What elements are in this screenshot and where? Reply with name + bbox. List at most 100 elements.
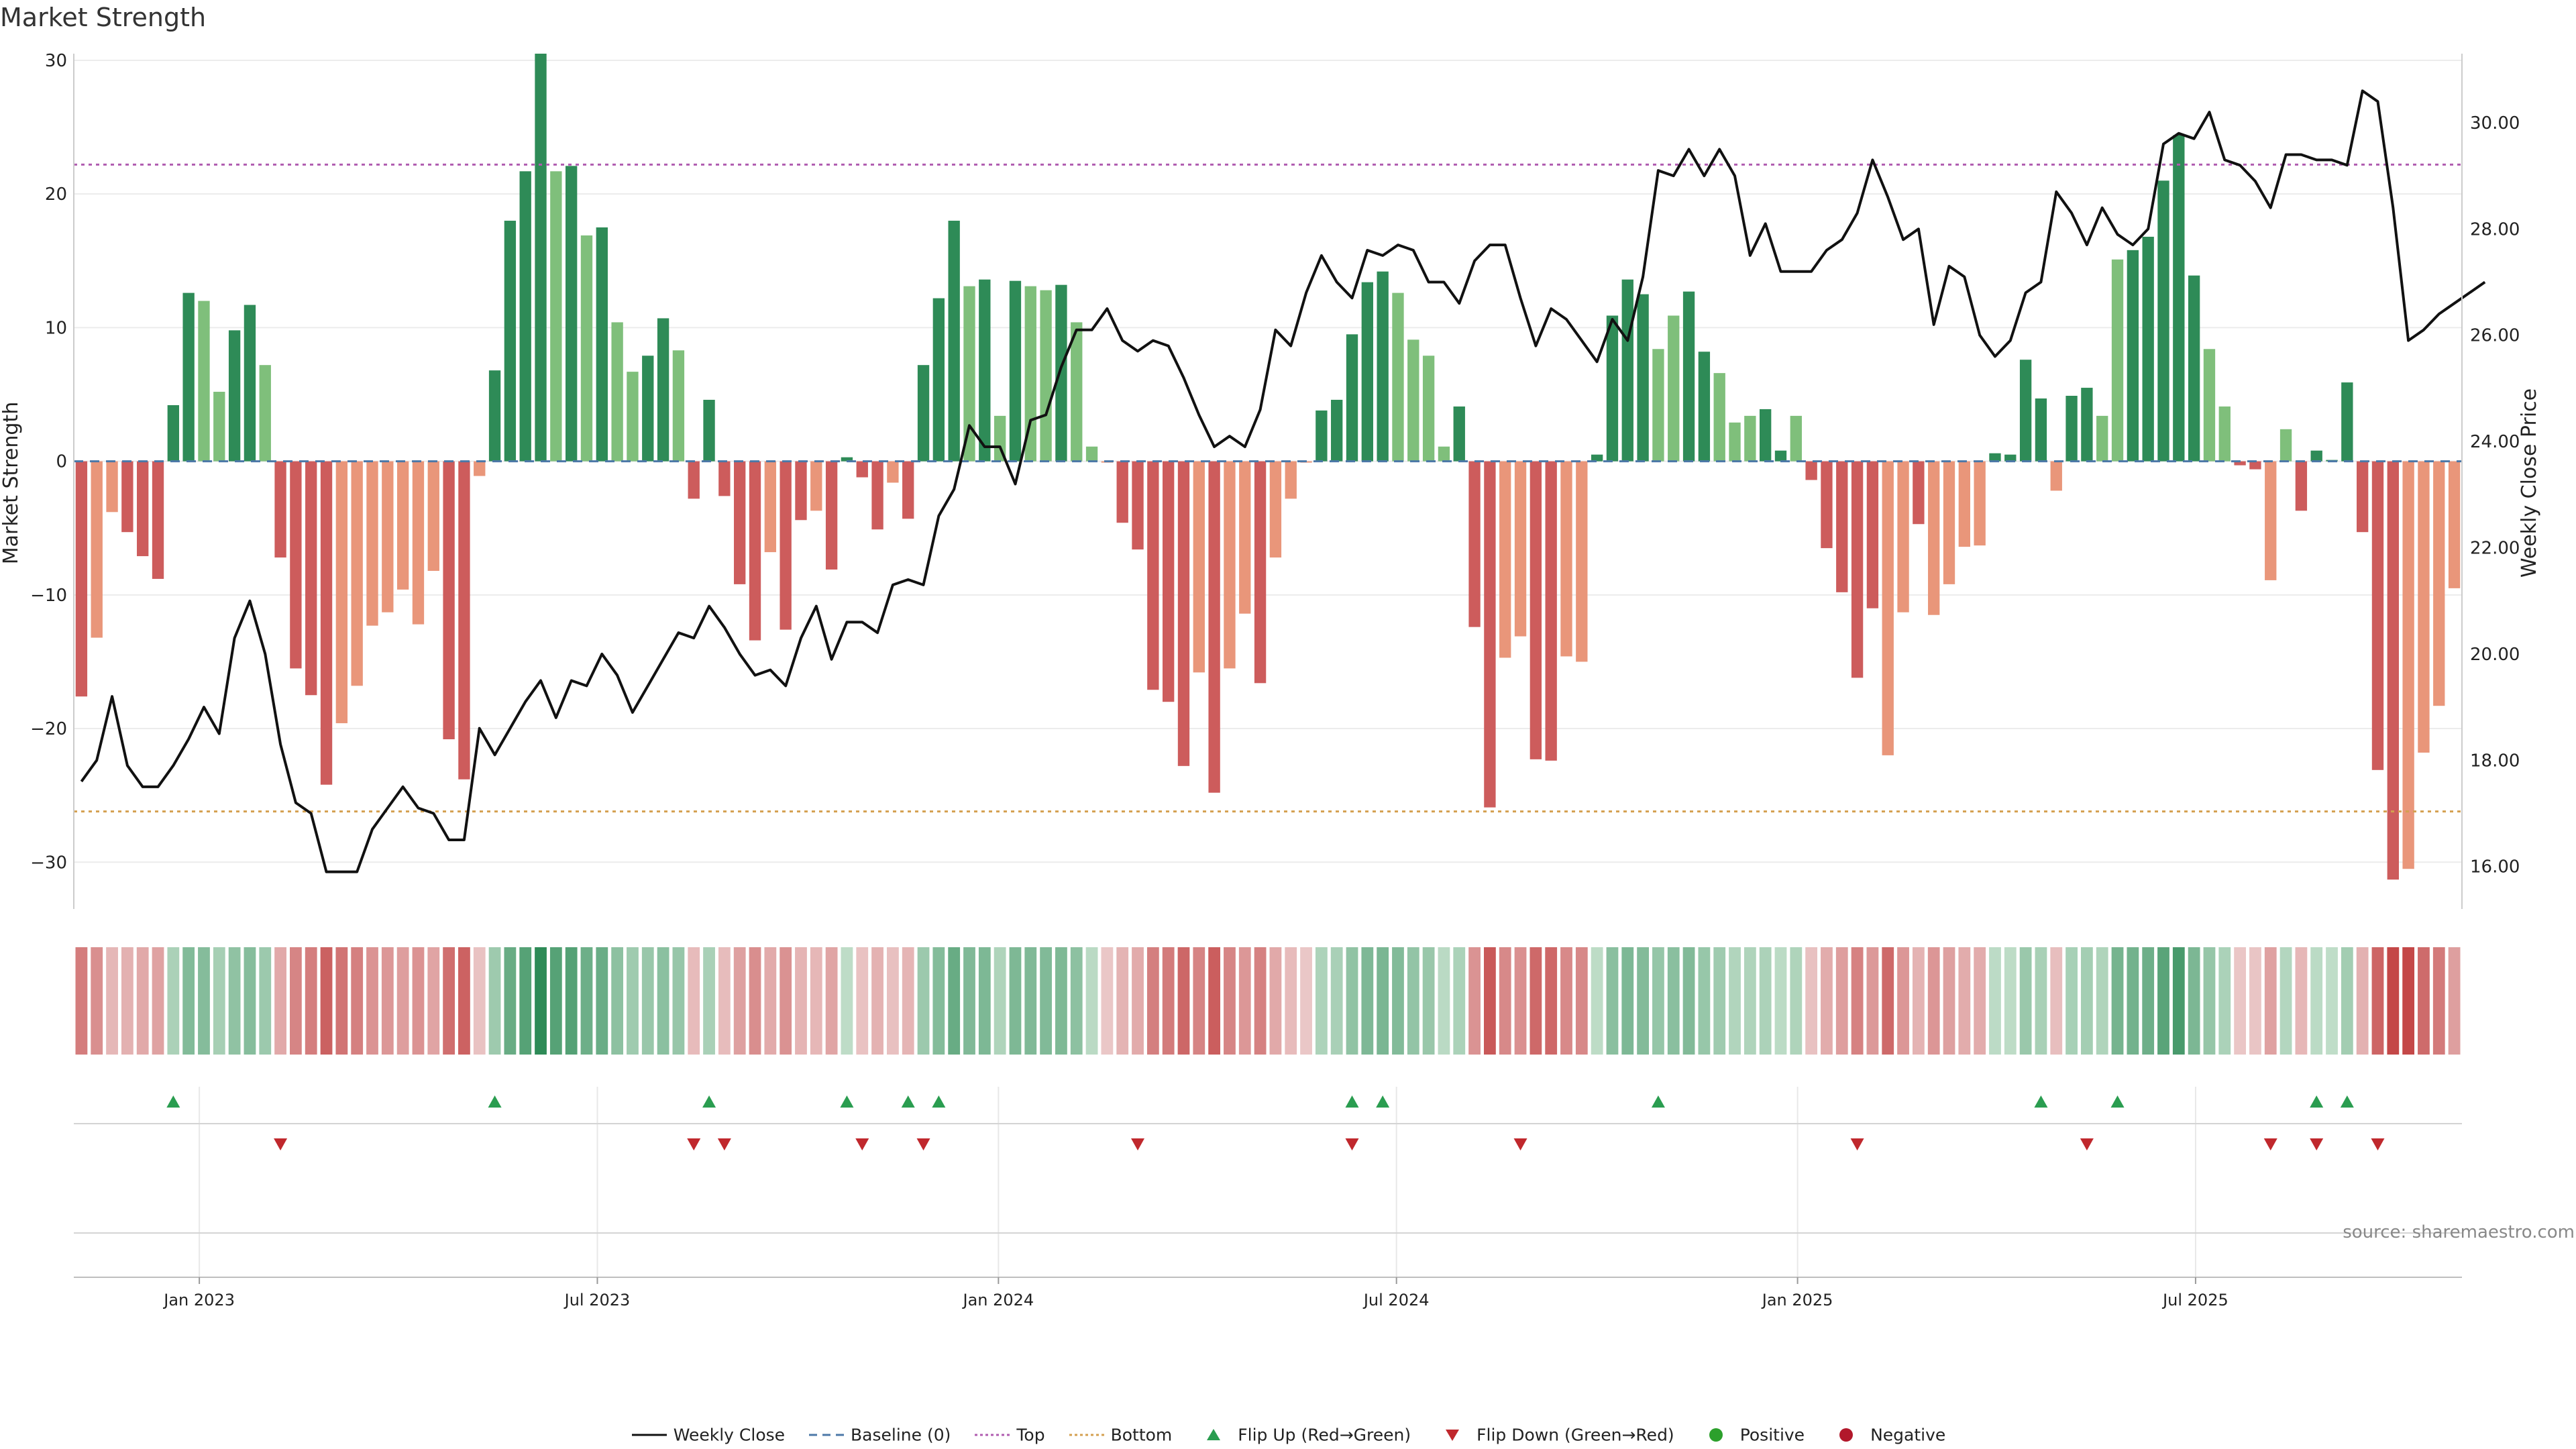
regime-cell — [1238, 947, 1251, 1055]
flip-up-marker — [488, 1095, 502, 1108]
regime-cell — [994, 947, 1006, 1055]
strength-bar — [1285, 461, 1297, 499]
strength-bar — [1331, 399, 1343, 462]
strength-bar — [1162, 461, 1175, 702]
regime-cell — [1851, 947, 1864, 1055]
regime-cell — [182, 947, 195, 1055]
legend-label: Top — [1016, 1425, 1045, 1445]
regime-cell — [749, 947, 761, 1055]
y2-tick-label: 16.00 — [2470, 857, 2520, 877]
regime-cell — [535, 947, 547, 1055]
regime-cell — [2326, 947, 2338, 1055]
regime-cell — [886, 947, 899, 1055]
chart-title: Market Strength — [0, 3, 207, 32]
regime-cell — [1377, 947, 1389, 1055]
regime-cell — [871, 947, 883, 1055]
regime-cell — [335, 947, 348, 1055]
regime-cell — [2295, 947, 2308, 1055]
regime-cell — [565, 947, 578, 1055]
regime-cell — [2050, 947, 2063, 1055]
regime-cell — [2402, 947, 2415, 1055]
y-tick-label: 30 — [45, 51, 67, 71]
strength-bar — [1392, 292, 1404, 462]
strength-bar — [550, 171, 562, 462]
strength-bar — [902, 461, 914, 519]
regime-cell — [2035, 947, 2047, 1055]
regime-cell — [2341, 947, 2353, 1055]
regime-cell — [1285, 947, 1297, 1055]
strength-bar — [734, 461, 746, 584]
regime-cell — [305, 947, 317, 1055]
legend-item: Bottom — [1068, 1424, 1172, 1444]
y-tick-label: 20 — [45, 184, 67, 205]
strength-bar — [443, 461, 455, 739]
strength-bar — [1759, 409, 1772, 462]
strength-bar — [871, 461, 883, 530]
strength-bar — [1606, 315, 1619, 462]
strength-bar — [672, 350, 685, 462]
strength-bar — [1040, 290, 1052, 462]
strength-bar — [1836, 461, 1848, 592]
strength-bar — [580, 235, 593, 462]
strength-bar — [1116, 461, 1128, 523]
y2-tick-label: 28.00 — [2470, 219, 2520, 239]
y2-tick-label: 26.00 — [2470, 326, 2520, 346]
strength-bar — [2188, 275, 2200, 462]
regime-cell — [2249, 947, 2261, 1055]
strength-bar — [1071, 322, 1083, 462]
legend-item: Flip Up (Red→Green) — [1195, 1424, 1411, 1445]
regime-cell — [672, 947, 685, 1055]
legend-label: Weekly Close — [673, 1425, 786, 1445]
strength-bar — [764, 461, 777, 553]
regime-cell — [396, 947, 409, 1055]
regime-cell — [1070, 947, 1083, 1055]
regime-cell — [1958, 947, 1971, 1055]
flip-down-marker — [2080, 1138, 2094, 1150]
regime-cell — [1529, 947, 1542, 1055]
regime-cell — [703, 947, 715, 1055]
legend-label: Flip Up (Red→Green) — [1238, 1425, 1411, 1445]
strength-bar — [2249, 461, 2261, 470]
strength-bar — [1882, 461, 1894, 755]
regime-cell — [2172, 947, 2185, 1055]
legend-item: Flip Down (Green→Red) — [1434, 1424, 1674, 1445]
strength-bar — [1790, 415, 1802, 462]
regime-cell — [2279, 947, 2292, 1055]
strength-bar — [1177, 461, 1190, 766]
regime-cell — [810, 947, 822, 1055]
legend-symbol-tri-up — [1207, 1428, 1221, 1440]
regime-cell — [2218, 947, 2231, 1055]
reference-lines — [74, 163, 2462, 813]
regime-cell — [1835, 947, 1848, 1055]
strength-bar — [2418, 461, 2430, 753]
regime-cell — [1560, 947, 1572, 1055]
regime-cell — [780, 947, 792, 1055]
regime-cell — [320, 947, 333, 1055]
regime-cell — [1146, 947, 1159, 1055]
strength-bar — [1438, 446, 1450, 462]
strength-bar — [2081, 388, 2093, 462]
strength-bar — [1974, 461, 1986, 546]
regime-cell — [627, 947, 639, 1055]
strength-bar — [841, 457, 853, 462]
regime-cell — [2203, 947, 2216, 1055]
regime-cell — [1897, 947, 1909, 1055]
strength-bar — [1943, 461, 1955, 584]
strength-bar — [2142, 236, 2154, 462]
regime-strip — [75, 947, 2461, 1055]
strength-bar — [382, 461, 394, 612]
legend-label: Flip Down (Green→Red) — [1477, 1425, 1674, 1445]
regime-cell — [1085, 947, 1098, 1055]
strength-bar — [1897, 461, 1909, 612]
regime-cell — [549, 947, 562, 1055]
regime-cell — [458, 947, 470, 1055]
strength-bar — [1269, 461, 1282, 558]
strength-bar — [2341, 382, 2353, 462]
strength-bar — [290, 461, 302, 669]
strength-bar — [917, 365, 930, 462]
grid-lines — [74, 59, 2462, 1278]
legend-symbol-line — [631, 1434, 667, 1436]
flip-up-marker — [1376, 1095, 1390, 1108]
flip-down-marker — [1131, 1138, 1145, 1150]
strength-bar — [1545, 461, 1557, 761]
